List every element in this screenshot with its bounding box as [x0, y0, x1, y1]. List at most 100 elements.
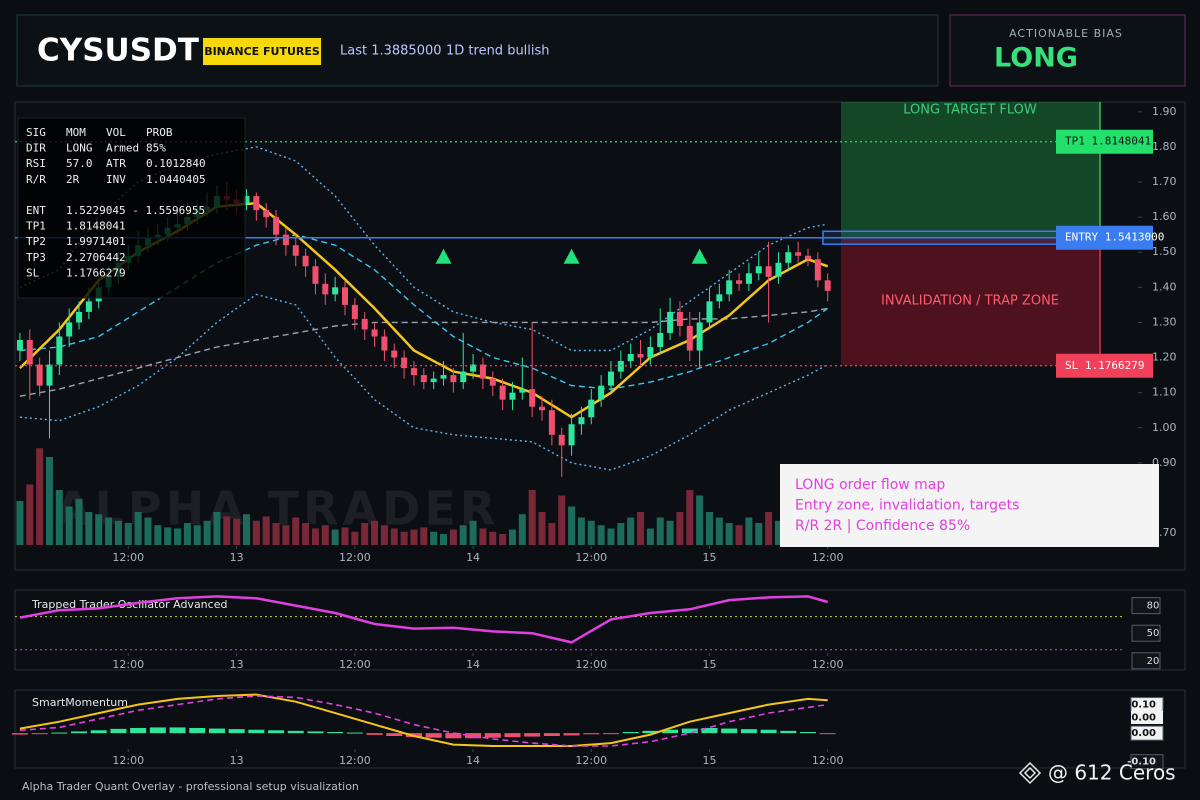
x-tick-label: 14 — [466, 658, 480, 671]
volume-bar — [449, 529, 457, 545]
volume-bar — [331, 529, 339, 545]
volume-bar — [36, 448, 44, 545]
volume-bar — [272, 523, 280, 545]
volume-bar — [666, 520, 674, 545]
volume-bar — [735, 525, 743, 545]
exchange: BINANCE FUTURES — [204, 45, 320, 58]
credit: @ 612 Ceros — [1048, 761, 1176, 785]
volume-bar — [508, 529, 516, 545]
level-badge — [1056, 353, 1153, 378]
overlay: LONG TARGET FLOW INVALIDATION / TRAP ZONE… — [11, 102, 1177, 770]
volume-bar — [568, 506, 576, 545]
info-cell: 85% — [146, 142, 166, 155]
volume-bar — [715, 517, 723, 545]
histogram-bar — [71, 731, 88, 734]
volume-bar — [755, 523, 763, 545]
info-cell: 57.0 — [66, 157, 93, 170]
info-cell: R/R — [26, 173, 46, 186]
volume-bar — [440, 534, 448, 545]
volume-bar — [637, 512, 645, 545]
candle-body — [440, 375, 447, 379]
volume-bar — [587, 520, 595, 545]
candle-body — [243, 196, 250, 204]
volume-bar — [607, 528, 615, 545]
volume-bar — [420, 527, 428, 545]
x-tick-label: 12:00 — [112, 754, 144, 767]
histogram-bar — [228, 729, 245, 734]
volume-bar — [114, 520, 122, 545]
info-cell: 0.1012840 — [146, 157, 206, 170]
momentum-line — [19, 693, 828, 747]
candle-body — [795, 252, 802, 256]
trap-zone — [841, 237, 1100, 366]
volume-bar — [233, 518, 241, 545]
volume-bar — [400, 531, 408, 545]
x-tick-label: 15 — [702, 551, 716, 564]
info-cell: 2.2706442 — [66, 251, 126, 264]
level-badge — [1056, 129, 1153, 154]
volume-bar — [292, 517, 300, 545]
y-tick-label: 80 — [1147, 601, 1160, 612]
volume-bar — [242, 514, 250, 545]
candle-body — [253, 196, 260, 211]
x-tick-label: 15 — [702, 658, 716, 671]
signal-marker — [691, 248, 708, 264]
candle-body — [85, 301, 92, 312]
volume-bar — [262, 516, 270, 545]
volume-bar — [499, 534, 507, 545]
candle-body — [76, 311, 83, 323]
volume-bar — [390, 528, 398, 545]
volume-bar — [686, 490, 694, 545]
info-cell: 2R — [66, 173, 80, 186]
candle-body — [371, 329, 378, 337]
y-tick-label: 1.90 — [1152, 105, 1177, 118]
candle-body — [607, 371, 614, 386]
volume-bar — [183, 523, 191, 545]
panel-title: SmartMomentum — [32, 696, 128, 709]
candle-body — [578, 417, 585, 425]
candle-body — [36, 364, 43, 386]
candle-body — [342, 287, 349, 305]
histogram-bar — [307, 731, 324, 734]
volume-bar — [351, 531, 359, 545]
x-tick-label: 15 — [702, 754, 716, 767]
candle-body — [509, 392, 516, 400]
candle-body — [420, 375, 427, 383]
y-tick-box — [1130, 754, 1164, 770]
x-tick-label: 12:00 — [812, 658, 844, 671]
x-tick-label: 12:00 — [112, 551, 144, 564]
candle-body — [499, 385, 506, 400]
histogram-bar — [681, 728, 698, 734]
volume-bar — [597, 525, 605, 545]
x-tick-label: 12:00 — [339, 754, 371, 767]
credit-icon — [1018, 761, 1042, 785]
header-box — [16, 14, 939, 87]
candle-body — [706, 301, 713, 323]
volume-bar — [627, 517, 635, 545]
candle-body — [430, 378, 437, 383]
volume-bar — [696, 495, 704, 545]
volume-bar — [774, 520, 782, 545]
volume-bar — [65, 506, 73, 545]
histogram-bar — [268, 730, 285, 734]
oscillator-line — [19, 595, 829, 644]
y-tick-label: -0.10 — [1127, 757, 1156, 768]
candle-body — [312, 266, 319, 284]
candle-body — [539, 406, 546, 411]
volume-bar — [725, 523, 733, 545]
volume-bar — [528, 490, 536, 545]
volume-bar — [380, 525, 388, 545]
candle-body — [824, 280, 831, 291]
candle-body — [785, 252, 792, 263]
candle-body — [598, 385, 605, 400]
candle-body — [696, 322, 703, 351]
volume-bar — [656, 517, 664, 545]
info-cell: Armed — [106, 142, 139, 155]
candle-body — [479, 364, 486, 379]
info-cell: DIR — [26, 142, 46, 155]
target-zone-label: LONG TARGET FLOW — [903, 103, 1037, 118]
candle-body — [775, 262, 782, 277]
y-tick-label: 0.00 — [1131, 728, 1156, 739]
histogram-bar — [445, 733, 462, 739]
candle-body — [736, 280, 743, 284]
